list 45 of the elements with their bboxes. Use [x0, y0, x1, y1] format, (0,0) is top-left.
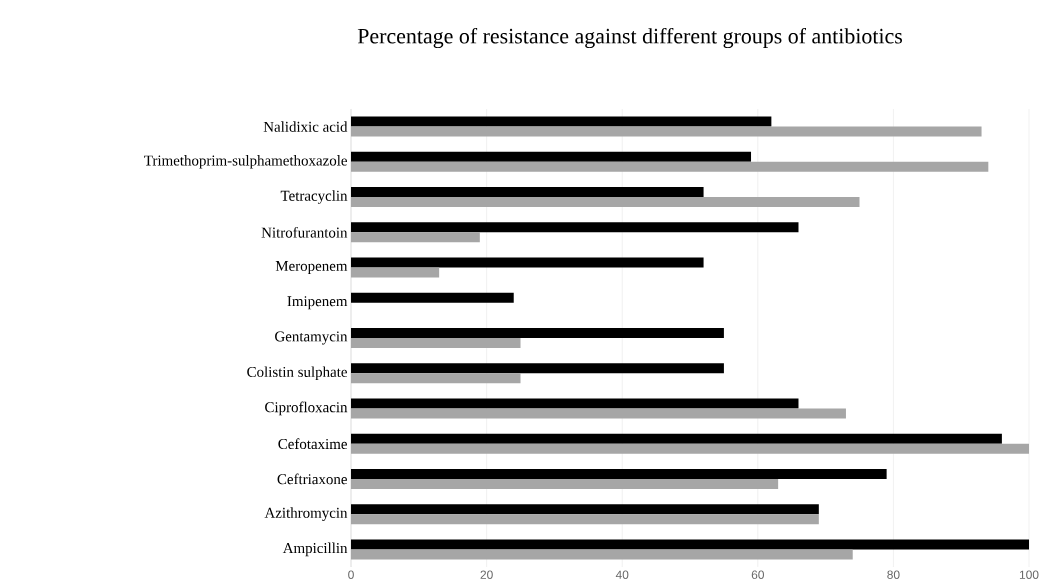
- x-tick-label: 60: [751, 570, 764, 579]
- x-tick-label: 40: [615, 570, 629, 579]
- bar: [351, 186, 704, 197]
- y-tick-label: Imipenem: [287, 296, 348, 310]
- bar: [351, 433, 1002, 444]
- bar: [351, 504, 819, 515]
- bar: [351, 539, 1030, 550]
- bar: [351, 257, 704, 268]
- y-tick-label: Colistin sulphate: [247, 366, 347, 380]
- bar: [351, 443, 1030, 454]
- x-tick-label: 80: [887, 570, 900, 579]
- bar: [351, 161, 989, 172]
- bar: [351, 398, 799, 409]
- chart-title: Percentage of resistance against different groups of antibiotics: [357, 27, 903, 48]
- y-tick-label: Nalidixic acid: [263, 121, 348, 132]
- bar: [351, 126, 982, 137]
- bar: [351, 549, 853, 560]
- y-tick-label: Gentamycin: [275, 331, 348, 345]
- bar: [351, 267, 440, 278]
- bar: [351, 116, 772, 127]
- x-tick-label: 100: [1019, 570, 1039, 579]
- y-tick-label: Tetracyclin: [280, 190, 348, 204]
- bar: [351, 478, 779, 489]
- bar: [351, 327, 724, 338]
- x-tick-label: 20: [480, 570, 493, 579]
- bar: [351, 196, 860, 207]
- y-tick-label: Meropenem: [275, 260, 348, 274]
- bar: [351, 514, 819, 525]
- x-tick-label: 0: [348, 570, 354, 579]
- bar: [351, 232, 480, 243]
- bar: [351, 468, 887, 479]
- y-tick-label: Trimethoprim-sulphamethoxazole: [144, 154, 347, 169]
- bar: [351, 292, 514, 303]
- y-tick-label: Cefotaxime: [278, 438, 347, 449]
- bar: [351, 408, 846, 419]
- bar: [351, 222, 799, 233]
- bar: [351, 363, 724, 374]
- bar: [351, 373, 521, 384]
- y-tick-label: Ampicillin: [282, 542, 348, 557]
- bar: [351, 337, 521, 348]
- y-tick-label: Azithromycin: [264, 507, 348, 521]
- y-tick-label: Ceftriaxone: [277, 473, 347, 485]
- y-tick-label: Nitrofurantoin: [261, 226, 348, 238]
- y-tick-label: Ciprofloxacin: [265, 401, 348, 416]
- bar: [351, 151, 752, 162]
